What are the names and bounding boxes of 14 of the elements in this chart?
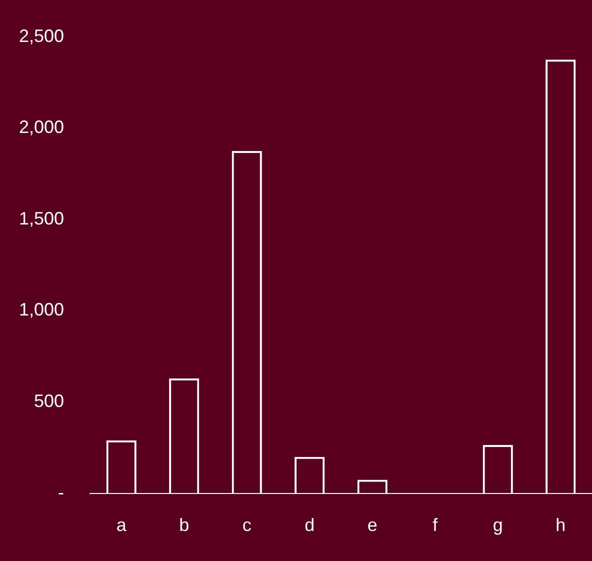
x-tick-label: d <box>304 515 315 536</box>
x-tick-label: g <box>492 515 503 536</box>
x-tick-label: b <box>179 515 190 536</box>
y-tick-label: - <box>58 482 64 502</box>
y-tick-label: 500 <box>34 391 64 412</box>
y-tick-label: 1,500 <box>18 208 64 228</box>
x-tick-label: a <box>116 515 128 536</box>
y-tick-label: 2,500 <box>18 26 64 46</box>
x-tick-label: c <box>242 515 252 536</box>
y-tick-label: 1,000 <box>18 300 64 320</box>
x-tick-label: e <box>367 515 378 536</box>
y-tick-label: 2,000 <box>18 117 64 138</box>
x-tick-label: f <box>432 515 439 536</box>
x-tick-label: h <box>556 515 566 536</box>
